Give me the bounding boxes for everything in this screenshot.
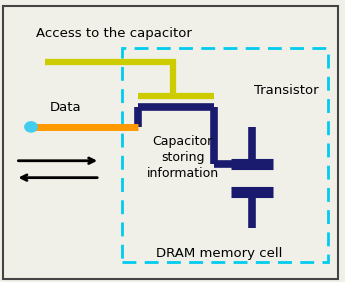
Text: Transistor: Transistor [254,84,319,97]
Text: Capacitor
storing
information: Capacitor storing information [147,135,219,180]
Text: Data: Data [50,101,81,114]
Circle shape [25,122,37,132]
Text: Access to the capacitor: Access to the capacitor [36,27,192,40]
Text: DRAM memory cell: DRAM memory cell [156,247,282,260]
Bar [122,48,328,262]
